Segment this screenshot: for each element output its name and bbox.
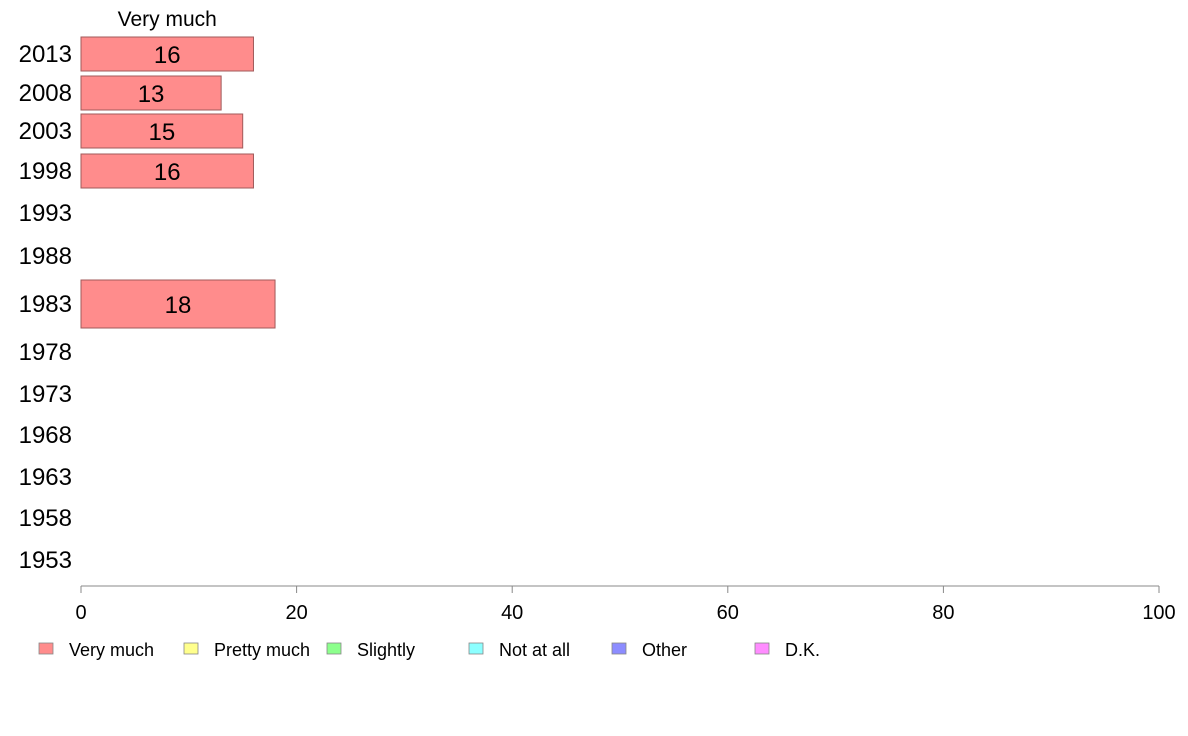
year-label-1998: 1998 — [19, 158, 72, 185]
legend-swatch-not-at-all — [468, 642, 484, 655]
year-label-1983: 1983 — [19, 291, 72, 318]
year-label-1953: 1953 — [19, 547, 72, 574]
x-tick-label-80: 80 — [932, 602, 954, 624]
x-tick-label-100: 100 — [1142, 602, 1175, 624]
legend-swatch-very-much — [38, 642, 54, 655]
x-tick-label-20: 20 — [285, 602, 307, 624]
bar-value-label-2013: 16 — [154, 42, 181, 69]
legend-label-other: Other — [642, 640, 687, 660]
legend-label-not-at-all: Not at all — [499, 640, 570, 660]
year-label-1993: 1993 — [19, 200, 72, 227]
bar-1983-very-much — [80, 279, 276, 329]
legend-label-d-k-: D.K. — [785, 640, 820, 660]
legend-swatch-slightly — [326, 642, 342, 655]
year-label-1963: 1963 — [19, 464, 72, 491]
segment-header-label: Very much — [118, 8, 217, 31]
bar-2003-very-much — [80, 113, 244, 149]
bar-value-label-2008: 13 — [138, 81, 165, 108]
year-label-1973: 1973 — [19, 381, 72, 408]
x-tick-label-40: 40 — [501, 602, 523, 624]
bar-2013-very-much — [80, 36, 254, 72]
year-label-2013: 2013 — [19, 41, 72, 68]
year-label-1988: 1988 — [19, 243, 72, 270]
legend-swatch-d-k- — [754, 642, 770, 655]
bar-value-label-1983: 18 — [165, 292, 192, 319]
bar-1998-very-much — [80, 153, 254, 189]
bar-value-label-1998: 16 — [154, 159, 181, 186]
bar-value-label-2003: 15 — [148, 119, 175, 146]
legend-label-pretty-much: Pretty much — [214, 640, 310, 660]
legend-swatch-pretty-much — [183, 642, 199, 655]
legend-label-slightly: Slightly — [357, 640, 415, 660]
year-label-1958: 1958 — [19, 505, 72, 532]
x-tick-label-60: 60 — [717, 602, 739, 624]
year-label-1978: 1978 — [19, 339, 72, 366]
legend-swatch-other — [611, 642, 627, 655]
legend-label-very-much: Very much — [69, 640, 154, 660]
bar-2008-very-much — [80, 75, 222, 111]
x-tick-label-0: 0 — [75, 602, 86, 624]
year-label-2008: 2008 — [19, 80, 72, 107]
year-label-1968: 1968 — [19, 422, 72, 449]
year-label-2003: 2003 — [19, 118, 72, 145]
